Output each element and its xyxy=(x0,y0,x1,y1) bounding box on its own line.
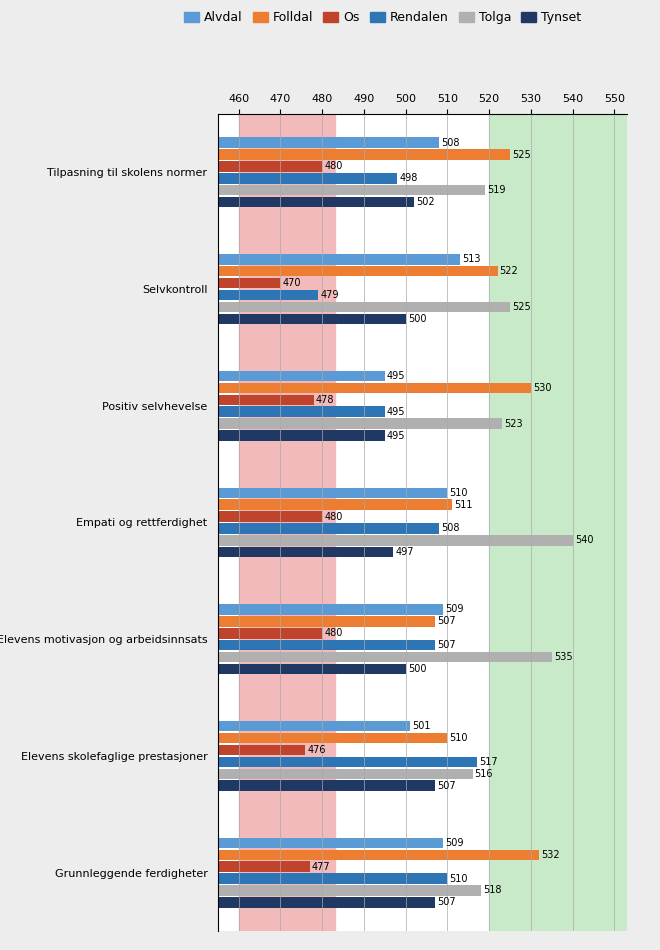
Bar xyxy=(218,780,435,791)
Text: 470: 470 xyxy=(282,278,301,288)
Text: 519: 519 xyxy=(487,185,506,195)
Bar xyxy=(218,640,435,651)
Text: 510: 510 xyxy=(449,487,468,498)
Text: 495: 495 xyxy=(387,407,405,417)
Bar xyxy=(218,756,477,767)
Bar xyxy=(218,266,498,276)
Bar xyxy=(218,664,406,674)
Bar xyxy=(218,383,531,393)
Bar xyxy=(218,652,552,662)
Text: 523: 523 xyxy=(504,419,523,428)
Text: 478: 478 xyxy=(316,395,335,405)
Text: 522: 522 xyxy=(500,266,518,276)
Text: 502: 502 xyxy=(416,197,435,207)
Bar xyxy=(218,897,435,907)
Text: 507: 507 xyxy=(437,781,455,790)
Legend: Alvdal, Folldal, Os, Rendalen, Tolga, Tynset: Alvdal, Folldal, Os, Rendalen, Tolga, Ty… xyxy=(180,7,586,29)
Bar xyxy=(218,745,306,755)
Bar xyxy=(218,278,280,289)
Bar xyxy=(218,290,318,300)
Text: 507: 507 xyxy=(437,898,455,907)
Bar xyxy=(218,185,485,196)
Text: 510: 510 xyxy=(449,874,468,884)
Bar xyxy=(218,721,410,732)
Text: 497: 497 xyxy=(395,547,414,558)
Text: 532: 532 xyxy=(541,850,560,860)
Text: 511: 511 xyxy=(453,500,472,509)
Bar xyxy=(489,114,627,931)
Bar xyxy=(218,302,510,313)
Text: 500: 500 xyxy=(408,314,426,324)
Bar xyxy=(218,314,406,324)
Text: 495: 495 xyxy=(387,430,405,441)
Text: 479: 479 xyxy=(320,290,339,300)
Bar xyxy=(218,604,444,615)
Text: 518: 518 xyxy=(483,885,502,896)
Bar xyxy=(218,873,447,884)
Text: 517: 517 xyxy=(478,757,498,767)
Bar xyxy=(218,547,393,558)
Text: 516: 516 xyxy=(475,769,493,779)
Text: 540: 540 xyxy=(575,536,593,545)
Text: 477: 477 xyxy=(312,862,331,872)
Bar xyxy=(218,862,310,872)
Bar xyxy=(218,487,447,498)
Bar xyxy=(218,197,414,207)
Text: 500: 500 xyxy=(408,664,426,674)
Bar xyxy=(218,407,385,417)
Bar xyxy=(218,732,447,743)
Text: 509: 509 xyxy=(446,604,464,615)
Text: 525: 525 xyxy=(512,149,531,160)
Bar xyxy=(218,628,322,638)
Bar xyxy=(218,149,510,160)
Text: 507: 507 xyxy=(437,617,455,626)
Text: 513: 513 xyxy=(462,255,480,264)
Text: 535: 535 xyxy=(554,652,573,662)
Bar xyxy=(218,162,322,172)
Bar xyxy=(218,769,473,779)
Text: 498: 498 xyxy=(399,173,418,183)
Bar xyxy=(218,394,314,405)
Bar xyxy=(218,430,385,441)
Text: 480: 480 xyxy=(324,511,343,522)
Text: 480: 480 xyxy=(324,628,343,638)
Text: 510: 510 xyxy=(449,733,468,743)
Text: 495: 495 xyxy=(387,371,405,381)
Bar xyxy=(218,617,435,627)
Bar xyxy=(218,838,444,848)
Bar xyxy=(218,370,385,381)
Bar xyxy=(218,418,502,428)
Bar xyxy=(218,138,439,148)
Bar xyxy=(218,254,460,265)
Text: 480: 480 xyxy=(324,162,343,171)
Text: 476: 476 xyxy=(308,745,326,755)
Bar xyxy=(218,849,539,860)
Bar xyxy=(218,173,397,183)
Bar xyxy=(218,523,439,534)
Text: 508: 508 xyxy=(441,138,459,147)
Bar xyxy=(218,535,573,545)
Text: 509: 509 xyxy=(446,838,464,848)
Bar xyxy=(218,885,481,896)
Bar xyxy=(218,500,451,510)
Bar xyxy=(239,114,335,931)
Text: 501: 501 xyxy=(412,721,430,732)
Text: 508: 508 xyxy=(441,523,459,534)
Text: 507: 507 xyxy=(437,640,455,650)
Text: 525: 525 xyxy=(512,302,531,312)
Bar xyxy=(218,511,322,522)
Text: 530: 530 xyxy=(533,383,552,393)
